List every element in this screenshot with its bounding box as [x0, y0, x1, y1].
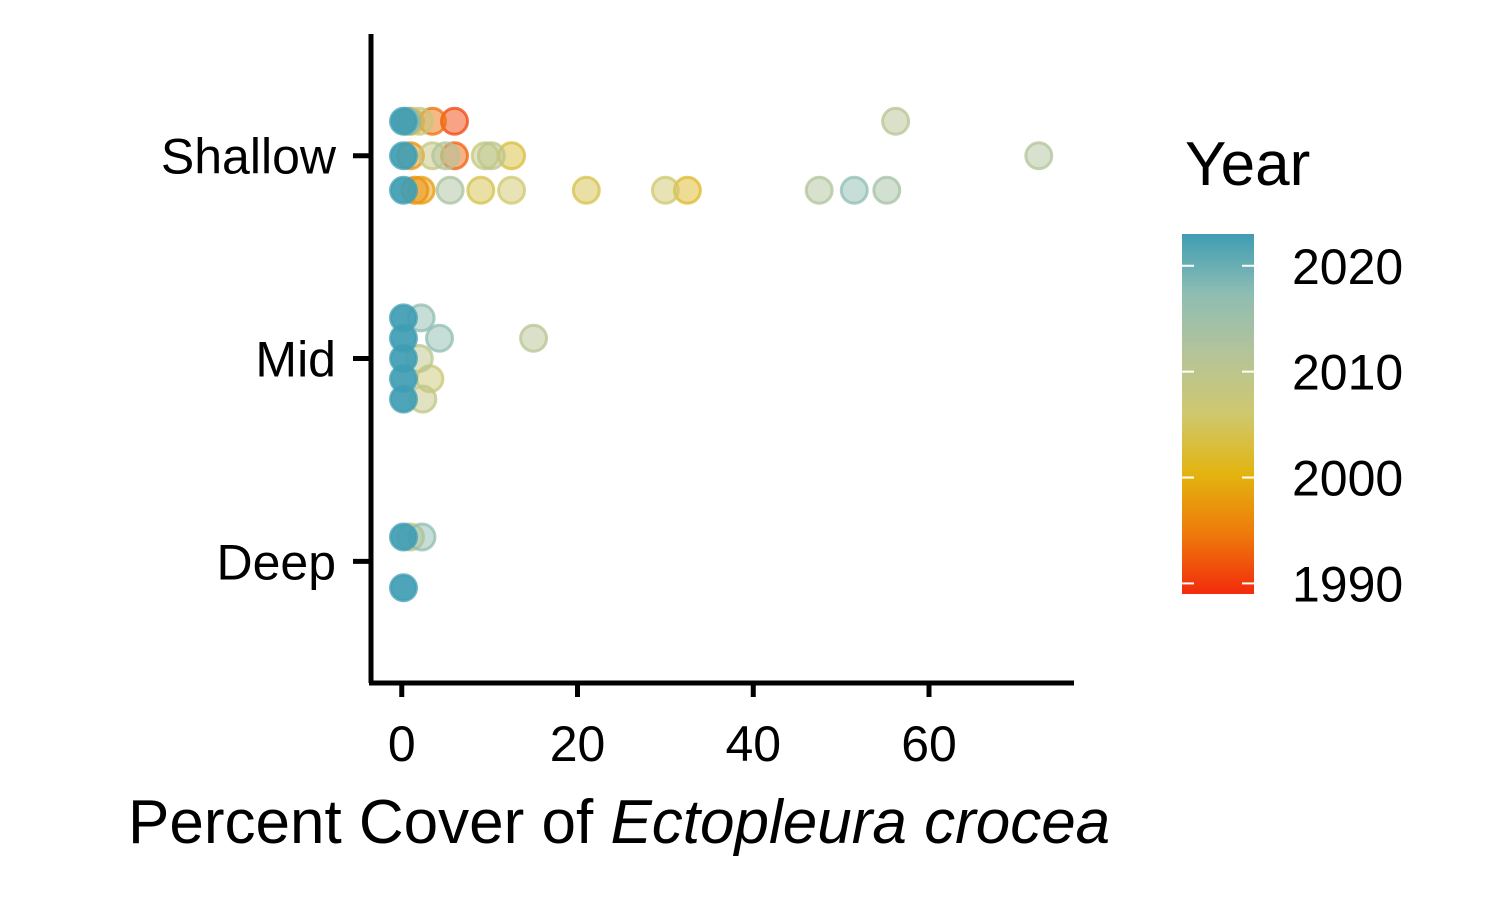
data-point	[425, 323, 454, 353]
points-layer	[389, 106, 1054, 603]
legend-title: Year	[1185, 130, 1310, 199]
x-axis-title-prefix: Percent Cover of	[128, 788, 610, 857]
y-tick-label: Shallow	[161, 129, 337, 185]
x-axis-title-species: Ectopleura crocea	[610, 788, 1110, 857]
data-point	[804, 175, 834, 205]
legend-tick-label: 2020	[1292, 239, 1403, 295]
data-point	[519, 323, 549, 353]
data-point	[839, 175, 869, 205]
legend-ticks: 2020 2010 2000 1990	[1182, 239, 1403, 612]
data-point	[881, 106, 911, 136]
data-point	[431, 141, 461, 171]
data-point	[389, 522, 418, 552]
legend-tick-label: 2010	[1292, 345, 1403, 401]
x-tick-label: 60	[901, 716, 957, 772]
y-tick-label: Deep	[216, 534, 336, 590]
x-axis-ticks: 0 20 40 60	[388, 683, 957, 772]
legend-tick-label: 2000	[1292, 451, 1403, 507]
x-tick-label: 40	[725, 716, 781, 772]
data-point	[435, 175, 465, 205]
data-point	[476, 141, 506, 171]
x-axis-title: Percent Cover of Ectopleura crocea	[128, 788, 1110, 857]
data-point	[389, 106, 418, 136]
y-axis-ticks: Shallow Mid Deep	[161, 129, 371, 590]
x-tick-label: 0	[388, 716, 416, 772]
x-tick-label: 20	[550, 716, 606, 772]
legend-colorbar	[1182, 234, 1254, 594]
data-point	[389, 384, 418, 414]
data-point	[1024, 141, 1054, 171]
data-point	[466, 175, 496, 205]
data-point	[389, 175, 418, 205]
data-point	[497, 175, 527, 205]
data-point	[650, 175, 680, 205]
legend-tick-label: 1990	[1292, 556, 1403, 612]
data-point	[389, 141, 418, 171]
data-point	[872, 175, 902, 205]
y-tick-label: Mid	[255, 332, 336, 388]
data-point	[389, 573, 418, 603]
data-point	[571, 175, 601, 205]
